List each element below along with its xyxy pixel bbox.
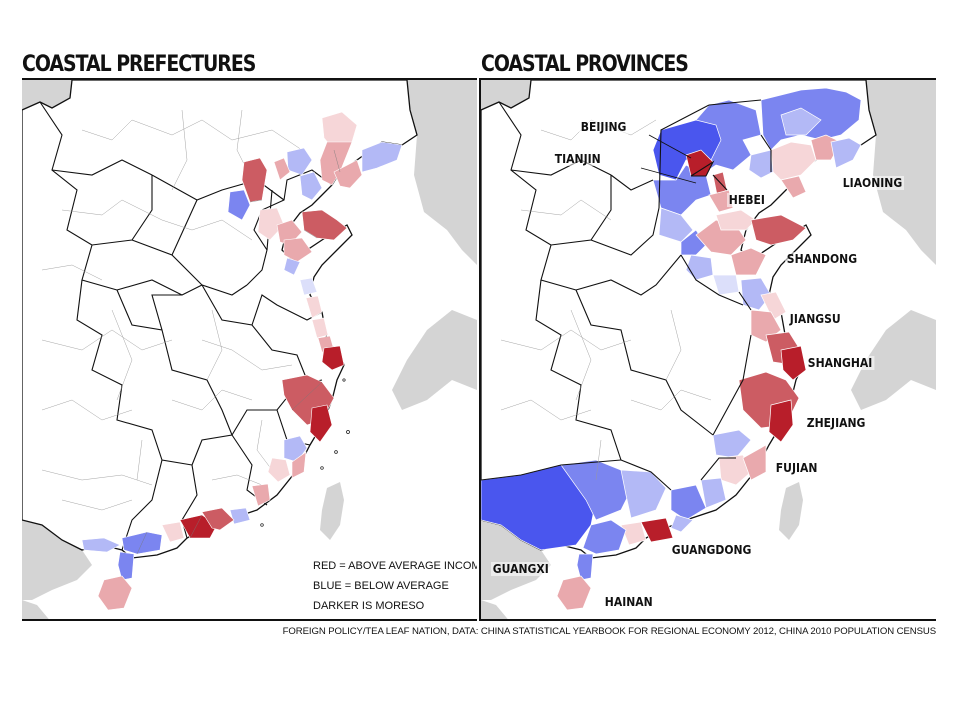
label-beijing: BEIJING	[579, 120, 629, 134]
source-credit: FOREIGN POLICY/TEA LEAF NATION, DATA: CH…	[282, 626, 936, 637]
province-borders	[481, 99, 772, 491]
label-tianjin: TIANJIN	[553, 152, 603, 166]
label-zhejiang: ZHEJIANG	[805, 416, 868, 430]
coastline-islands	[260, 378, 350, 527]
label-liaoning: LIAONING	[841, 176, 904, 190]
province-map[interactable]: BEIJING TIANJIN HEBEI LIAONING SHANDONG …	[479, 78, 936, 621]
left-map-title: COASTAL PREFECTURES	[22, 52, 256, 77]
label-leaders	[640, 134, 697, 184]
label-guangdong: GUANGDONG	[670, 543, 754, 557]
prefecture-map[interactable]: RED = ABOVE AVERAGE INCOME BLUE = BELOW …	[22, 78, 477, 621]
province-borders	[39, 101, 333, 551]
minor-borders	[41, 109, 343, 511]
right-map-title: COASTAL PROVINCES	[481, 52, 689, 77]
foreign-territory	[481, 80, 936, 619]
legend-dark: DARKER IS MORESO	[313, 600, 425, 612]
legend-blue: BLUE = BELOW AVERAGE	[313, 580, 449, 592]
label-guangxi: GUANGXI	[491, 562, 551, 576]
foreign-territory	[22, 80, 477, 619]
label-shanghai: SHANGHAI	[806, 356, 875, 370]
china-land	[22, 80, 418, 559]
label-hebei: HEBEI	[727, 193, 767, 207]
prefecture-edges	[136, 149, 341, 555]
label-hainan: HAINAN	[603, 595, 655, 609]
label-fujian: FUJIAN	[774, 461, 820, 475]
prefecture-shading	[81, 111, 403, 611]
label-jiangsu: JIANGSU	[788, 312, 843, 326]
province-shading	[481, 87, 862, 611]
minor-borders	[500, 119, 712, 481]
label-shandong: SHANDONG	[785, 252, 859, 266]
province-map-canvas	[481, 80, 936, 619]
prefecture-map-canvas	[22, 80, 477, 619]
legend-red: RED = ABOVE AVERAGE INCOME	[313, 560, 477, 572]
